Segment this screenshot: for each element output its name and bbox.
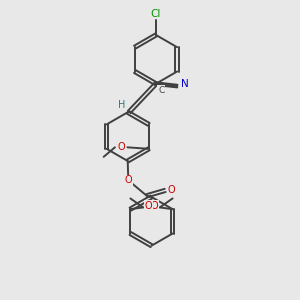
Text: C: C (158, 86, 164, 95)
Text: O: O (151, 201, 159, 211)
Text: N: N (181, 79, 189, 89)
Text: O: O (144, 201, 152, 211)
Text: O: O (117, 142, 125, 152)
Text: O: O (168, 185, 176, 195)
Text: O: O (124, 175, 132, 185)
Text: H: H (118, 100, 125, 110)
Text: Cl: Cl (151, 9, 161, 19)
